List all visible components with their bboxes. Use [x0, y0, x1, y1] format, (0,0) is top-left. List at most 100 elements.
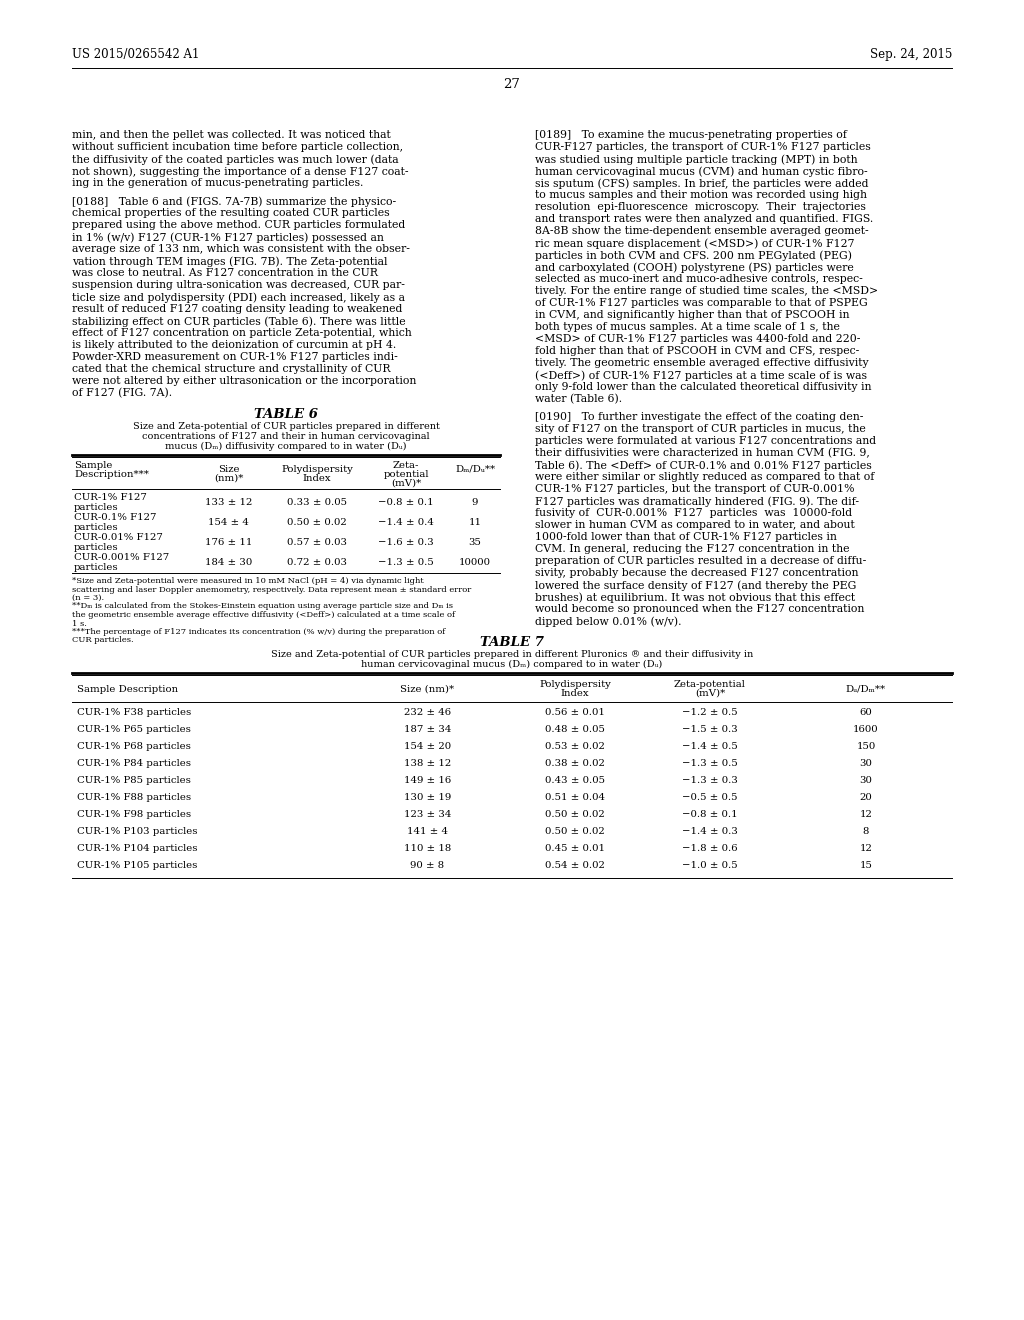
- Text: CUR-0.1% F127: CUR-0.1% F127: [74, 513, 157, 521]
- Text: CUR-1% P104 particles: CUR-1% P104 particles: [77, 843, 198, 853]
- Text: 149 ± 16: 149 ± 16: [403, 776, 452, 785]
- Text: 90 ± 8: 90 ± 8: [411, 861, 444, 870]
- Text: −0.8 ± 0.1: −0.8 ± 0.1: [682, 810, 738, 818]
- Text: 0.33 ± 0.05: 0.33 ± 0.05: [287, 498, 347, 507]
- Text: particles were formulated at various F127 concentrations and: particles were formulated at various F12…: [535, 436, 877, 446]
- Text: F127 particles was dramatically hindered (FIG. 9). The dif-: F127 particles was dramatically hindered…: [535, 496, 859, 507]
- Text: 1 s.: 1 s.: [72, 619, 87, 627]
- Text: 8: 8: [863, 828, 869, 836]
- Text: [0188]   Table 6 and (FIGS. 7A-7B) summarize the physico-: [0188] Table 6 and (FIGS. 7A-7B) summari…: [72, 195, 396, 206]
- Text: CUR-1% F127: CUR-1% F127: [74, 492, 146, 502]
- Text: 133 ± 12: 133 ± 12: [205, 498, 252, 507]
- Text: CUR-1% F127 particles, but the transport of CUR-0.001%: CUR-1% F127 particles, but the transport…: [535, 484, 854, 494]
- Text: the geometric ensemble average effective diffusivity (<Deff>) calculated at a ti: the geometric ensemble average effective…: [72, 611, 455, 619]
- Text: 154 ± 20: 154 ± 20: [403, 742, 451, 751]
- Text: 12: 12: [859, 810, 872, 818]
- Text: Polydispersity: Polydispersity: [281, 465, 353, 474]
- Text: ticle size and polydispersity (PDI) each increased, likely as a: ticle size and polydispersity (PDI) each…: [72, 292, 406, 302]
- Text: CVM. In general, reducing the F127 concentration in the: CVM. In general, reducing the F127 conce…: [535, 544, 850, 554]
- Text: [0189]   To examine the mucus-penetrating properties of: [0189] To examine the mucus-penetrating …: [535, 129, 847, 140]
- Text: 110 ± 18: 110 ± 18: [403, 843, 452, 853]
- Text: cated that the chemical structure and crystallinity of CUR: cated that the chemical structure and cr…: [72, 364, 390, 374]
- Text: 187 ± 34: 187 ± 34: [403, 725, 452, 734]
- Text: and transport rates were then analyzed and quantified. FIGS.: and transport rates were then analyzed a…: [535, 214, 873, 224]
- Text: slower in human CVM as compared to in water, and about: slower in human CVM as compared to in wa…: [535, 520, 855, 531]
- Text: −1.4 ± 0.5: −1.4 ± 0.5: [682, 742, 738, 751]
- Text: 123 ± 34: 123 ± 34: [403, 810, 452, 818]
- Text: brushes) at equilibrium. It was not obvious that this effect: brushes) at equilibrium. It was not obvi…: [535, 591, 855, 602]
- Text: (nm)*: (nm)*: [214, 474, 243, 483]
- Text: 0.38 ± 0.02: 0.38 ± 0.02: [545, 759, 605, 768]
- Text: result of reduced F127 coating density leading to weakened: result of reduced F127 coating density l…: [72, 304, 402, 314]
- Text: 232 ± 46: 232 ± 46: [403, 708, 451, 717]
- Text: 0.43 ± 0.05: 0.43 ± 0.05: [545, 776, 605, 785]
- Text: mucus (Dₘ) diffusivity compared to in water (Dᵤ): mucus (Dₘ) diffusivity compared to in wa…: [165, 442, 407, 451]
- Text: 0.50 ± 0.02: 0.50 ± 0.02: [545, 810, 605, 818]
- Text: tively. For the entire range of studied time scales, the <MSD>: tively. For the entire range of studied …: [535, 286, 879, 296]
- Text: human cervicovaginal mucus (Dₘ) compared to in water (Dᵤ): human cervicovaginal mucus (Dₘ) compared…: [361, 660, 663, 669]
- Text: prepared using the above method. CUR particles formulated: prepared using the above method. CUR par…: [72, 220, 406, 230]
- Text: Size and Zeta-potential of CUR particles prepared in different: Size and Zeta-potential of CUR particles…: [132, 422, 439, 432]
- Text: Index: Index: [561, 689, 590, 698]
- Text: 11: 11: [469, 517, 481, 527]
- Text: Description***: Description***: [74, 470, 148, 479]
- Text: Dₘ/Dᵤ**: Dₘ/Dᵤ**: [455, 465, 495, 474]
- Text: Zeta-potential: Zeta-potential: [674, 680, 745, 689]
- Text: not shown), suggesting the importance of a dense F127 coat-: not shown), suggesting the importance of…: [72, 166, 409, 177]
- Text: 130 ± 19: 130 ± 19: [403, 793, 452, 803]
- Text: −0.5 ± 0.5: −0.5 ± 0.5: [682, 793, 737, 803]
- Text: CUR-1% P85 particles: CUR-1% P85 particles: [77, 776, 190, 785]
- Text: Zeta-: Zeta-: [393, 461, 419, 470]
- Text: ric mean square displacement (<MSD>) of CUR-1% F127: ric mean square displacement (<MSD>) of …: [535, 238, 854, 248]
- Text: effect of F127 concentration on particle Zeta-potential, which: effect of F127 concentration on particle…: [72, 327, 412, 338]
- Text: 176 ± 11: 176 ± 11: [205, 539, 252, 546]
- Text: particles: particles: [74, 503, 119, 512]
- Text: (mV)*: (mV)*: [695, 689, 725, 698]
- Text: Sample: Sample: [74, 461, 113, 470]
- Text: min, and then the pellet was collected. It was noticed that: min, and then the pellet was collected. …: [72, 129, 391, 140]
- Text: Dᵤ/Dₘ**: Dᵤ/Dₘ**: [846, 685, 886, 694]
- Text: and carboxylated (COOH) polystyrene (PS) particles were: and carboxylated (COOH) polystyrene (PS)…: [535, 261, 854, 272]
- Text: stabilizing effect on CUR particles (Table 6). There was little: stabilizing effect on CUR particles (Tab…: [72, 315, 406, 326]
- Text: 1600: 1600: [853, 725, 879, 734]
- Text: [0190]   To further investigate the effect of the coating den-: [0190] To further investigate the effect…: [535, 412, 863, 422]
- Text: suspension during ultra-sonication was decreased, CUR par-: suspension during ultra-sonication was d…: [72, 280, 404, 290]
- Text: CUR-0.001% F127: CUR-0.001% F127: [74, 553, 169, 562]
- Text: (<Deff>) of CUR-1% F127 particles at a time scale of is was: (<Deff>) of CUR-1% F127 particles at a t…: [535, 370, 867, 380]
- Text: 0.50 ± 0.02: 0.50 ± 0.02: [545, 828, 605, 836]
- Text: 0.45 ± 0.01: 0.45 ± 0.01: [545, 843, 605, 853]
- Text: 154 ± 4: 154 ± 4: [208, 517, 249, 527]
- Text: Powder-XRD measurement on CUR-1% F127 particles indi-: Powder-XRD measurement on CUR-1% F127 pa…: [72, 352, 397, 362]
- Text: chemical properties of the resulting coated CUR particles: chemical properties of the resulting coa…: [72, 209, 389, 218]
- Text: CUR-1% F38 particles: CUR-1% F38 particles: [77, 708, 191, 717]
- Text: fold higher than that of PSCOOH in CVM and CFS, respec-: fold higher than that of PSCOOH in CVM a…: [535, 346, 859, 356]
- Text: 60: 60: [859, 708, 872, 717]
- Text: 0.53 ± 0.02: 0.53 ± 0.02: [545, 742, 605, 751]
- Text: in CVM, and significantly higher than that of PSCOOH in: in CVM, and significantly higher than th…: [535, 310, 850, 319]
- Text: TABLE 6: TABLE 6: [254, 408, 318, 421]
- Text: particles: particles: [74, 543, 119, 552]
- Text: 0.72 ± 0.03: 0.72 ± 0.03: [287, 558, 347, 568]
- Text: −1.6 ± 0.3: −1.6 ± 0.3: [378, 539, 434, 546]
- Text: 150: 150: [856, 742, 876, 751]
- Text: would become so pronounced when the F127 concentration: would become so pronounced when the F127…: [535, 605, 864, 614]
- Text: CUR-1% P84 particles: CUR-1% P84 particles: [77, 759, 191, 768]
- Text: CUR-1% F98 particles: CUR-1% F98 particles: [77, 810, 191, 818]
- Text: 9: 9: [472, 498, 478, 507]
- Text: 0.48 ± 0.05: 0.48 ± 0.05: [545, 725, 605, 734]
- Text: 15: 15: [859, 861, 872, 870]
- Text: vation through TEM images (FIG. 7B). The Zeta-potential: vation through TEM images (FIG. 7B). The…: [72, 256, 387, 267]
- Text: 10000: 10000: [459, 558, 490, 568]
- Text: CUR particles.: CUR particles.: [72, 636, 133, 644]
- Text: 35: 35: [469, 539, 481, 546]
- Text: −1.0 ± 0.5: −1.0 ± 0.5: [682, 861, 738, 870]
- Text: (n = 3).: (n = 3).: [72, 594, 104, 602]
- Text: 0.57 ± 0.03: 0.57 ± 0.03: [287, 539, 347, 546]
- Text: CUR-1% P105 particles: CUR-1% P105 particles: [77, 861, 198, 870]
- Text: tively. The geometric ensemble averaged effective diffusivity: tively. The geometric ensemble averaged …: [535, 358, 868, 368]
- Text: scattering and laser Doppler anemometry, respectively. Data represent mean ± sta: scattering and laser Doppler anemometry,…: [72, 586, 471, 594]
- Text: **Dₘ is calculated from the Stokes-Einstein equation using average particle size: **Dₘ is calculated from the Stokes-Einst…: [72, 602, 453, 610]
- Text: particles: particles: [74, 564, 119, 572]
- Text: Size (nm)*: Size (nm)*: [400, 685, 455, 694]
- Text: 0.50 ± 0.02: 0.50 ± 0.02: [287, 517, 347, 527]
